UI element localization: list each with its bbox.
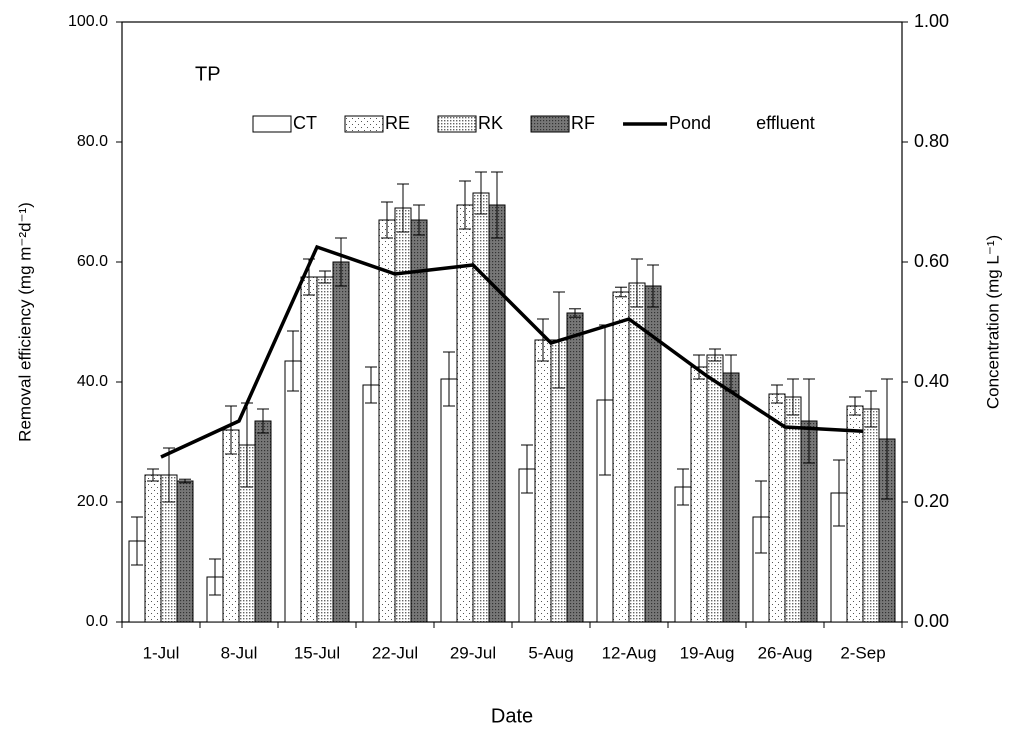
error-bar [225, 405, 237, 455]
y2-tick-label: 0.20 [914, 491, 949, 511]
error-bar [693, 354, 705, 380]
error-bar [755, 480, 767, 554]
bar [612, 291, 630, 623]
bar [706, 354, 724, 623]
error-bar [491, 171, 503, 239]
error-bar [569, 308, 581, 318]
bar [362, 384, 380, 623]
x-tick-label: 8-Jul [221, 643, 258, 662]
bar [254, 420, 272, 623]
error-bar [647, 264, 659, 308]
bar [862, 408, 880, 623]
y2-axis-label: Concentration (mg L⁻¹) [983, 235, 1002, 409]
bar [300, 276, 318, 623]
legend-label: RE [385, 113, 410, 133]
bar [440, 378, 458, 623]
y-tick-label: 20.0 [77, 493, 108, 510]
error-bar [881, 378, 893, 500]
bar [784, 396, 802, 623]
bar [316, 276, 334, 623]
error-bar [147, 468, 159, 482]
y2-tick-label: 0.80 [914, 131, 949, 151]
error-bar [381, 201, 393, 239]
bar [768, 393, 786, 623]
error-bar [631, 258, 643, 308]
y-tick-label: 0.0 [86, 613, 108, 630]
x-tick-label: 22-Jul [372, 643, 418, 662]
legend-swatch [252, 115, 292, 133]
bar [674, 486, 692, 623]
bar [472, 192, 490, 623]
error-bar [475, 171, 487, 215]
y-tick-label: 60.0 [77, 253, 108, 270]
error-bar [131, 516, 143, 566]
y2-tick-label: 1.00 [914, 11, 949, 31]
error-bar [365, 366, 377, 404]
legend-swatch [437, 115, 477, 133]
error-bar [803, 378, 815, 464]
error-bar [319, 270, 331, 284]
error-bar [459, 180, 471, 230]
bar [378, 219, 396, 623]
bar [722, 372, 740, 623]
y2-tick-label: 0.60 [914, 251, 949, 271]
y-tick-label: 80.0 [77, 133, 108, 150]
bar [846, 405, 864, 623]
error-bar [537, 318, 549, 362]
error-bar [787, 378, 799, 416]
x-tick-label: 29-Jul [450, 643, 496, 662]
bar [332, 261, 350, 623]
bar [284, 360, 302, 623]
error-bar [833, 459, 845, 527]
x-tick-label: 19-Aug [680, 643, 735, 662]
y2-tick-label: 0.40 [914, 371, 949, 391]
bar [394, 207, 412, 623]
line [160, 244, 864, 459]
bar [144, 474, 162, 623]
error-bar [335, 237, 347, 287]
error-bar [257, 408, 269, 434]
y2-tick-label: 0.00 [914, 611, 949, 631]
error-bar [163, 447, 175, 503]
bar [534, 339, 552, 623]
error-bar [677, 468, 689, 506]
error-bar [709, 348, 721, 362]
error-bar [397, 183, 409, 233]
x-tick-label: 26-Aug [758, 643, 813, 662]
x-axis-label: Date [491, 705, 533, 727]
error-bar [615, 286, 627, 298]
legend-swatch [344, 115, 384, 133]
error-bar [179, 478, 191, 484]
bar [566, 312, 584, 623]
x-tick-label: 2-Sep [840, 643, 885, 662]
bar [488, 204, 506, 623]
x-tick-label: 1-Jul [143, 643, 180, 662]
error-bar [849, 396, 861, 416]
y-axis-label: Removal efficiency (mg m⁻²d⁻¹) [15, 202, 34, 442]
legend-swatch [530, 115, 570, 133]
error-bar [443, 351, 455, 407]
x-tick-label: 12-Aug [602, 643, 657, 662]
legend-label: RK [478, 113, 503, 133]
error-bar [865, 390, 877, 428]
bar [176, 480, 194, 623]
legend-label: Pond effluent [669, 113, 815, 133]
x-tick-label: 15-Jul [294, 643, 340, 662]
y-tick-label: 100.0 [68, 13, 108, 30]
x-tick-label: 5-Aug [528, 643, 573, 662]
bar [410, 219, 428, 623]
error-bar [287, 330, 299, 392]
error-bar [413, 204, 425, 236]
legend-label: CT [293, 113, 317, 133]
error-bar [771, 384, 783, 404]
error-bar [209, 558, 221, 596]
bar [628, 282, 646, 623]
bar [222, 429, 240, 623]
y-tick-label: 40.0 [77, 373, 108, 390]
bar [690, 366, 708, 623]
legend-label: RF [571, 113, 595, 133]
annotation: TP [195, 63, 221, 85]
error-bar [521, 444, 533, 494]
